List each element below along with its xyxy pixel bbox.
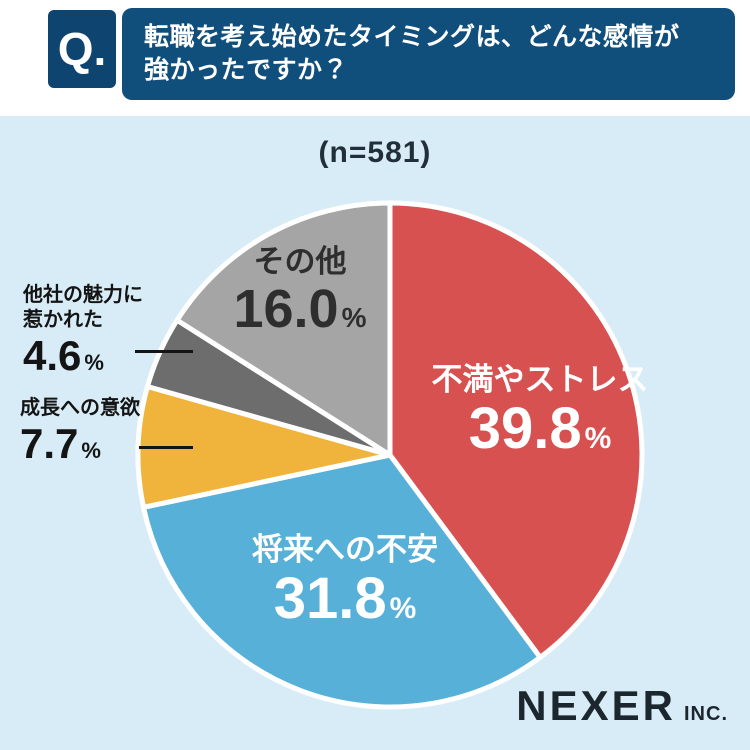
chart-area: (n=581) 不満やストレス 39.8% 将来への不安 31.8% その他 1… <box>0 116 750 750</box>
leader-line-seicho-iyoku <box>139 446 193 449</box>
slice-value: 39.8% <box>415 396 665 461</box>
slice-label-seicho-iyoku: 成長への意欲 7.7% <box>20 396 150 467</box>
header: Q. 転職を考え始めたタイミングは、どんな感情が 強かったですか？ <box>0 0 750 116</box>
question-banner: 転職を考え始めたタイミングは、どんな感情が 強かったですか？ <box>122 8 735 100</box>
slice-value-number: 16.0 <box>233 279 339 339</box>
slice-value-number: 7.7 <box>20 420 79 467</box>
brand-name: NEXER <box>516 682 676 729</box>
percent-sign: % <box>84 350 104 375</box>
question-text-line1: 転職を考え始めたタイミングは、どんな感情が <box>144 23 680 51</box>
slice-label-shorai-fuan: 将来への不安 31.8% <box>220 524 470 630</box>
brand-logo: NEXER INC. <box>516 682 728 730</box>
pie-slice-1 <box>387 200 645 660</box>
slice-name: その他 <box>253 244 347 279</box>
slice-value-number: 4.6 <box>23 332 82 379</box>
pie-slice-2 <box>140 452 543 710</box>
question-badge: Q. <box>48 10 116 88</box>
slice-name: 不満やストレス <box>431 362 649 397</box>
percent-sign: % <box>341 302 367 333</box>
slice-value: 7.7% <box>20 420 150 467</box>
slice-value: 31.8% <box>220 566 470 631</box>
slice-name: 将来への不安 <box>252 532 438 567</box>
slice-label-sonota: その他 16.0% <box>175 236 425 338</box>
slice-label-tasha-miryoku: 他社の魅力に惹かれた 4.6% <box>23 283 151 379</box>
leader-line-tasha-miryoku <box>135 350 193 353</box>
slice-value-number: 31.8 <box>273 566 387 631</box>
sample-size-label: (n=581) <box>318 136 432 169</box>
slice-name: 成長への意欲 <box>20 397 140 419</box>
percent-sign: % <box>584 422 612 455</box>
pie-slice-5 <box>174 200 393 458</box>
q-label: Q. <box>57 23 107 75</box>
pie-slice-3 <box>135 384 393 510</box>
percent-sign: % <box>389 592 417 625</box>
question-text-line2: 強かったですか？ <box>144 56 349 85</box>
slice-name: 他社の魅力に惹かれた <box>23 284 143 331</box>
slice-label-fuman-stress: 不満やストレス 39.8% <box>415 354 665 460</box>
slice-value: 4.6% <box>23 332 151 379</box>
percent-sign: % <box>81 438 101 463</box>
brand-suffix: INC. <box>684 703 728 725</box>
slice-value: 16.0% <box>175 281 425 338</box>
slice-value-number: 39.8 <box>468 396 582 461</box>
